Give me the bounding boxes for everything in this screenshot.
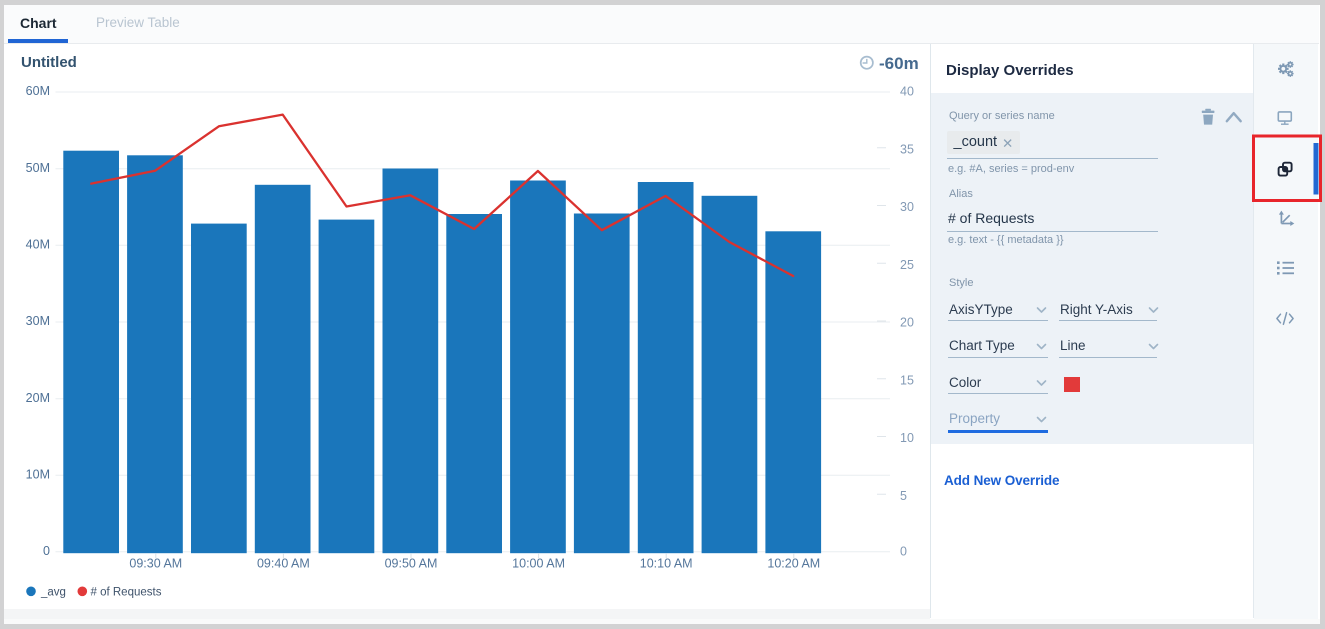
svg-text:# of Requests: # of Requests bbox=[91, 587, 162, 599]
svg-text:40M: 40M bbox=[26, 238, 50, 252]
svg-text:0: 0 bbox=[900, 545, 907, 559]
svg-text:20M: 20M bbox=[26, 391, 50, 405]
svg-text:0: 0 bbox=[43, 544, 50, 558]
svg-text:60M: 60M bbox=[26, 84, 50, 98]
svg-text:09:30 AM: 09:30 AM bbox=[129, 557, 182, 571]
svg-text:25: 25 bbox=[900, 258, 914, 272]
svg-text:35: 35 bbox=[900, 142, 914, 156]
svg-text:10:20 AM: 10:20 AM bbox=[767, 557, 820, 571]
svg-text:10M: 10M bbox=[26, 468, 50, 482]
svg-text:09:40 AM: 09:40 AM bbox=[257, 557, 310, 571]
svg-text:10: 10 bbox=[900, 431, 914, 445]
svg-text:40: 40 bbox=[900, 85, 914, 99]
svg-text:30: 30 bbox=[900, 200, 914, 214]
svg-text:15: 15 bbox=[900, 373, 914, 387]
svg-text:10:10 AM: 10:10 AM bbox=[640, 557, 693, 571]
svg-text:10:00 AM: 10:00 AM bbox=[512, 557, 565, 571]
svg-text:50M: 50M bbox=[26, 161, 50, 175]
svg-text:30M: 30M bbox=[26, 314, 50, 328]
svg-text:09:50 AM: 09:50 AM bbox=[385, 557, 438, 571]
svg-text:20: 20 bbox=[900, 316, 914, 330]
svg-text:_avg: _avg bbox=[40, 587, 66, 599]
svg-text:5: 5 bbox=[900, 489, 907, 503]
